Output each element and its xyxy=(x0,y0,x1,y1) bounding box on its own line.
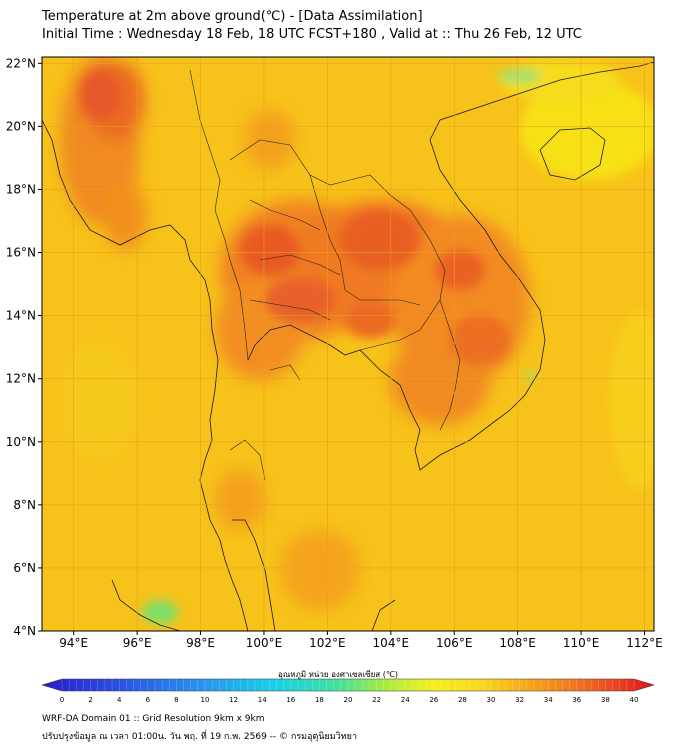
lat-tick-label: 6°N xyxy=(13,561,36,575)
latitude-labels: 22°N 20°N 18°N 16°N 14°N 12°N 10°N 8°N 6°N 4°N xyxy=(6,56,42,638)
lon-tick-label: 106°E xyxy=(436,636,473,650)
longitude-labels: 94°E 96°E 98°E 100°E 102°E 104°E 106°E 108°E 110… xyxy=(59,631,663,650)
lat-tick-label: 12°N xyxy=(6,372,36,386)
colorbar-ramp xyxy=(41,678,655,692)
footer-domain-info: WRF-DA Domain 01 :: Grid Resolution 9km … xyxy=(42,714,265,724)
colorbar-tick-label: 26 xyxy=(429,696,438,704)
map-subtitle: Initial Time : Wednesday 18 Feb, 18 UTC … xyxy=(42,27,582,42)
lon-tick-label: 98°E xyxy=(186,636,215,650)
lat-tick-label: 10°N xyxy=(6,435,36,449)
colorbar-tick-label: 0 xyxy=(60,696,64,704)
lon-tick-label: 108°E xyxy=(499,636,536,650)
colorbar-tick-label: 30 xyxy=(487,696,496,704)
lon-tick-label: 102°E xyxy=(309,636,346,650)
lat-tick-label: 22°N xyxy=(6,56,36,70)
lon-tick-label: 100°E xyxy=(246,636,283,650)
colorbar-tick-label: 12 xyxy=(229,696,238,704)
lon-tick-label: 96°E xyxy=(123,636,152,650)
lat-tick-label: 4°N xyxy=(13,624,36,638)
colorbar-tick-label: 16 xyxy=(286,696,295,704)
lon-tick-label: 110°E xyxy=(563,636,600,650)
map-title: Temperature at 2m above ground(℃) - [Dat… xyxy=(42,9,423,24)
colorbar-tick-label: 22 xyxy=(372,696,381,704)
lon-tick-label: 104°E xyxy=(373,636,410,650)
colorbar-tick-label: 24 xyxy=(401,696,410,704)
colorbar-tick-label: 10 xyxy=(201,696,210,704)
graticule xyxy=(42,57,654,631)
country-borders xyxy=(189,69,461,481)
field-cool-areas xyxy=(60,60,654,624)
colorbar-tick-label: 8 xyxy=(174,696,178,704)
lat-tick-label: 18°N xyxy=(6,182,36,196)
lat-tick-label: 14°N xyxy=(6,309,36,323)
colorbar-tick-label: 34 xyxy=(544,696,553,704)
lat-tick-label: 16°N xyxy=(6,246,36,260)
colorbar-tick-label: 18 xyxy=(315,696,324,704)
colorbar-tick-label: 4 xyxy=(117,696,122,704)
lon-tick-label: 94°E xyxy=(59,636,88,650)
footer-update-info: ปรับปรุงข้อมูล ณ เวลา 01:00น. วัน พฤ. ที… xyxy=(42,732,358,742)
temperature-field xyxy=(42,57,654,631)
colorbar-tick-label: 6 xyxy=(146,696,151,704)
field-hot-spots xyxy=(80,70,510,365)
colorbar-tick-label: 20 xyxy=(344,696,353,704)
colorbar-tick-label: 14 xyxy=(258,696,267,704)
colorbar-label: อุณหภูมิ หน่วย องศาเซลเซียส (℃) xyxy=(278,670,398,679)
colorbar-tick-label: 40 xyxy=(630,696,639,704)
lat-tick-label: 8°N xyxy=(13,498,36,512)
colorbar-tick-label: 38 xyxy=(601,696,610,704)
colorbar-tick-label: 32 xyxy=(515,696,524,704)
lat-tick-label: 20°N xyxy=(6,119,36,133)
colorbar-ticks: 0 2 4 6 8 10 12 14 16 18 20 22 24 26 28 30 32 34 36 38 40 xyxy=(60,679,639,704)
lon-tick-label: 112°E xyxy=(626,636,663,650)
colorbar: 0 2 4 6 8 10 12 14 16 18 20 22 24 26 28 30 32 34 36 38 40 xyxy=(41,678,655,704)
colorbar-tick-label: 28 xyxy=(458,696,467,704)
colorbar-tick-label: 2 xyxy=(88,696,92,704)
map-frame xyxy=(41,56,655,632)
colorbar-tick-label: 36 xyxy=(572,696,581,704)
